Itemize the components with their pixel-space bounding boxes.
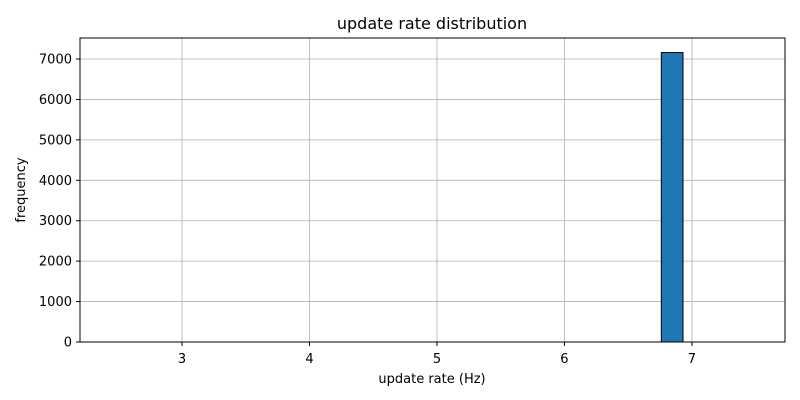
y-tick-label: 0	[64, 336, 72, 351]
x-tick-label: 3	[178, 352, 186, 367]
y-tick-label: 2000	[39, 255, 72, 270]
y-tick-label: 5000	[39, 133, 72, 148]
y-tick-label: 7000	[39, 53, 72, 68]
x-tick-label: 6	[560, 352, 568, 367]
histogram-bar	[660, 52, 684, 343]
y-axis-label: frequency	[14, 157, 29, 223]
plot-area-frame	[79, 37, 786, 343]
chart-title: update rate distribution	[337, 14, 527, 33]
y-tick-label: 1000	[39, 295, 72, 310]
x-tick-label: 7	[688, 352, 696, 367]
x-tick-label: 4	[305, 352, 313, 367]
y-tick-label: 3000	[39, 214, 72, 229]
y-tick-label: 4000	[39, 174, 72, 189]
y-tick-label: 6000	[39, 93, 72, 108]
x-axis-label: update rate (Hz)	[378, 372, 485, 387]
x-tick-label: 5	[433, 352, 441, 367]
